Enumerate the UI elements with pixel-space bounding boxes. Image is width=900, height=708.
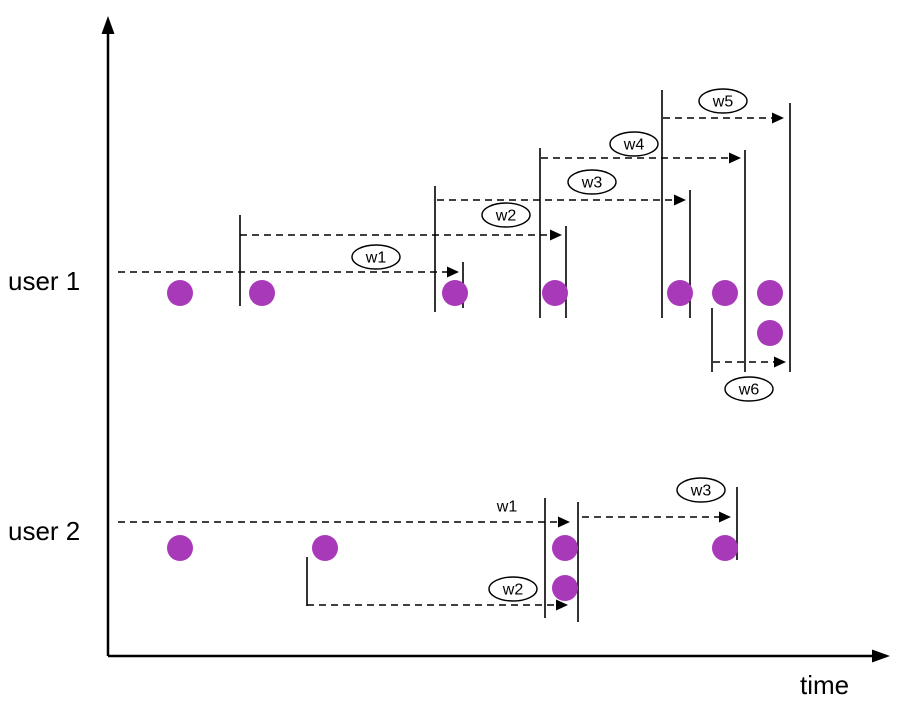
user2-event-dot-5 <box>712 535 738 561</box>
user1-window-w1-arrowhead <box>447 266 459 278</box>
user1-window-w1-ellipse <box>351 244 401 270</box>
user2-label: user 2 <box>8 516 80 546</box>
user1-window-w5-label: w5 <box>712 94 734 111</box>
user1-window-w4-ellipse <box>609 131 659 157</box>
user1-window-w2-arrowhead <box>550 229 562 241</box>
user2-event-dot-4 <box>552 575 578 601</box>
user1-window-w3-label: w3 <box>581 175 603 192</box>
user1-window-w5-arrowhead <box>772 112 784 124</box>
user1-window-w3-arrowhead <box>674 194 686 206</box>
user2-window-w1-label: w1 <box>496 499 518 516</box>
user1-window-w6-arrowhead <box>774 356 786 368</box>
user1-event-dot-8 <box>757 320 783 346</box>
user1-window-w4-arrowhead <box>729 152 741 164</box>
user1-event-dot-1 <box>167 280 193 306</box>
user2-event-dot-3 <box>552 535 578 561</box>
user1-event-dot-2 <box>249 280 275 306</box>
user1-window-w6-label: w6 <box>738 382 760 399</box>
user2-window-w3-label: w3 <box>690 483 712 500</box>
user1-event-dot-7 <box>757 280 783 306</box>
user1-window-w2-label: w2 <box>495 208 517 225</box>
user1-event-dot-6 <box>712 280 738 306</box>
user2-event-dot-1 <box>167 535 193 561</box>
user1-window-w3-ellipse <box>567 169 617 195</box>
user1-window-w5-ellipse <box>698 88 748 114</box>
user1-event-dot-5 <box>667 280 693 306</box>
user1-event-dot-3 <box>442 280 468 306</box>
user1-label: user 1 <box>8 266 80 296</box>
user2-window-w3-ellipse <box>676 477 726 503</box>
user2-window-w2-ellipse <box>488 576 538 602</box>
user2-window-w2-label: w2 <box>502 582 524 599</box>
time-axis-label: time <box>800 670 849 700</box>
user2-window-w3-arrowhead <box>719 511 731 523</box>
user1-window-w1-label: w1 <box>365 250 387 267</box>
user2-window-w1-arrowhead <box>558 516 570 528</box>
y-axis-arrowhead <box>101 16 115 34</box>
x-axis-arrowhead <box>872 649 890 663</box>
user2-window-w2-arrowhead <box>556 599 568 611</box>
user2-event-dot-2 <box>312 535 338 561</box>
user1-window-w4-label: w4 <box>623 137 645 154</box>
user1-event-dot-4 <box>542 280 568 306</box>
user1-window-w2-ellipse <box>481 202 531 228</box>
user1-window-w6-ellipse <box>724 376 774 402</box>
